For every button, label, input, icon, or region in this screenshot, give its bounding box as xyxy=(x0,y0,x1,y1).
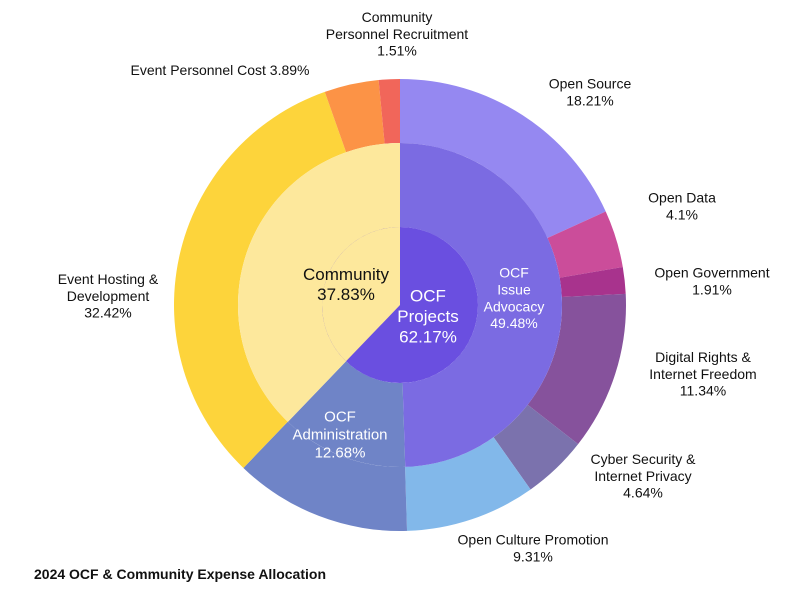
outer-label-event-personnel-cost: Event Personnel Cost 3.89% xyxy=(131,62,310,78)
chart-title: 2024 OCF & Community Expense Allocation xyxy=(34,566,326,582)
middle-label-ocf-issue-advocacy: OCF Issue Advocacy 49.48% xyxy=(484,265,545,331)
outer-slice-open-source xyxy=(400,79,606,238)
middle-slice-ocf-administration xyxy=(287,361,406,467)
middle-slice-community-inner xyxy=(321,227,400,362)
outer-label-open-government: Open Government 1.91% xyxy=(654,265,769,298)
outer-label-event-hosting-development: Event Hosting & Development 32.42% xyxy=(58,271,159,321)
outer-label-open-source: Open Source 18.21% xyxy=(549,76,632,109)
middle-label-community: Community 37.83% xyxy=(303,265,389,304)
middle-label-ocf-administration: OCF Administration 12.68% xyxy=(292,408,387,461)
outer-label-open-data: Open Data 4.1% xyxy=(648,190,716,223)
outer-label-cyber-security-internet-privacy: Cyber Security & Internet Privacy 4.64% xyxy=(590,451,696,501)
outer-label-open-culture-promotion: Open Culture Promotion 9.31% xyxy=(458,532,609,565)
outer-slice-community-personnel-recruitment xyxy=(378,79,400,144)
outer-label-community-personnel-recruitment: Community Personnel Recruitment 1.51% xyxy=(326,9,469,59)
middle-slice-community xyxy=(238,143,400,422)
outer-slice-event-hosting-development xyxy=(173,91,347,468)
outer-slice-event-personnel-cost xyxy=(324,80,385,153)
outer-label-digital-rights-internet-freedom: Digital Rights & Internet Freedom 11.34% xyxy=(649,349,756,399)
outer-slice-digital-rights-internet-freedom xyxy=(527,293,626,445)
outer-slice-open-data xyxy=(547,211,623,278)
middle-slice-ocf-issue-advocacy xyxy=(400,143,563,467)
outer-slice-open-culture-promotion xyxy=(405,437,531,531)
outer-slice-ocf-administration xyxy=(243,421,408,532)
outer-slice-cyber-security-internet-privacy xyxy=(493,404,579,490)
center-label: OCF Projects 62.17% xyxy=(397,287,458,347)
outer-slice-open-government xyxy=(559,266,626,298)
